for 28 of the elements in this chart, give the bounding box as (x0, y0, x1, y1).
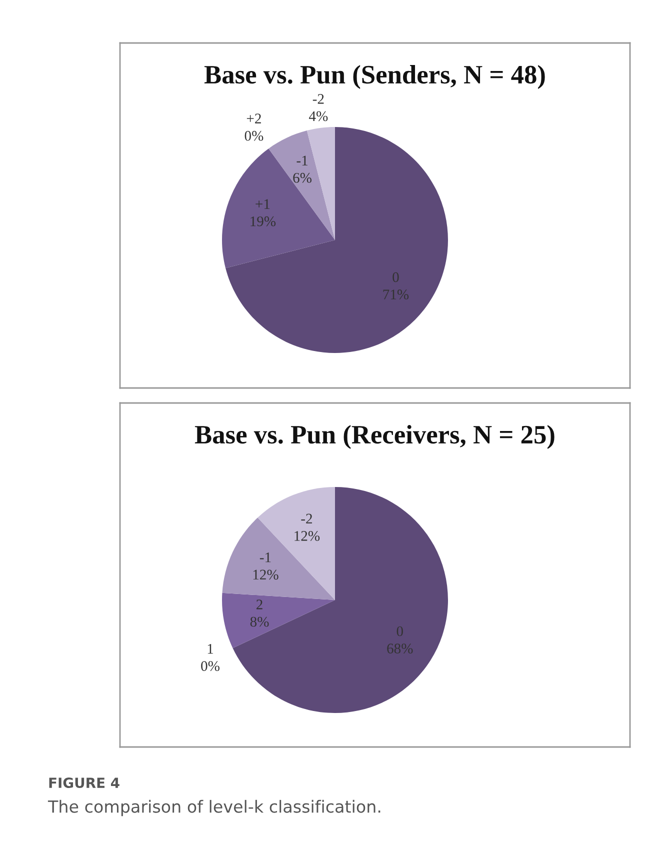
chart-title: Base vs. Pun (Senders, N = 48) (204, 65, 545, 89)
data-label: 8% (250, 616, 269, 627)
slice-label: 0 (392, 272, 399, 282)
text: The comparison of level-k classification. (48, 800, 380, 816)
chart-title: Base vs. Pun (Receivers, N = 25) (194, 425, 554, 449)
slice-label: -1 (260, 552, 271, 562)
slice-label: 0 (396, 626, 403, 636)
slice-label: -2 (301, 514, 312, 524)
category-label: 1 (208, 644, 214, 654)
slice-label: -1 (296, 156, 308, 166)
caption: FIGURE 4 (49, 778, 120, 788)
slice-label: 2 (256, 600, 262, 610)
slice-label: -2 (312, 94, 324, 104)
data-label: 4% (308, 111, 328, 122)
data-label: 68% (387, 644, 413, 654)
pie-slice (222, 592, 335, 648)
data-label: 19% (250, 216, 276, 226)
text: 0% (201, 661, 220, 672)
pie-slice (232, 487, 448, 713)
data-label: 71% (383, 290, 409, 300)
pie-slice (222, 148, 335, 268)
data-label: 12% (294, 531, 320, 541)
slice-label: +1 (256, 199, 270, 209)
pie-slice (226, 127, 448, 353)
data-label: 12% (253, 570, 278, 580)
data-label: 6% (293, 172, 312, 183)
text: 0% (244, 130, 264, 141)
category-label: +2 (246, 114, 261, 124)
